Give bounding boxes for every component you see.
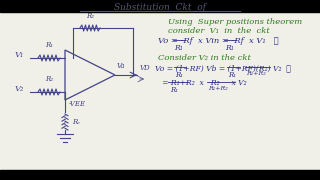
Text: R₁: R₁ (174, 44, 183, 52)
Text: R₁+R₂: R₁+R₂ (208, 86, 228, 91)
Text: R₁: R₁ (228, 71, 236, 79)
Text: R₁: R₁ (45, 41, 53, 49)
Text: R₁+R₂: R₁+R₂ (246, 71, 266, 76)
Text: -VEE: -VEE (69, 100, 86, 108)
Text: R₁: R₁ (175, 71, 183, 79)
Text: Rₑ: Rₑ (72, 118, 80, 126)
Bar (0, 12, 320, 170)
Text: Va: Va (117, 62, 125, 70)
Text: R₂: R₂ (45, 75, 53, 83)
Bar (0, 0, 320, 12)
Bar (0, 170, 320, 180)
Text: R₁: R₁ (170, 86, 178, 94)
Text: VD: VD (140, 64, 151, 72)
Text: Consider V₂ in the ckt: Consider V₂ in the ckt (158, 54, 251, 62)
Text: V₁: V₁ (15, 51, 24, 59)
Text: = R₁+R₂  x   R₂     x V₂: = R₁+R₂ x R₂ x V₂ (155, 79, 247, 87)
Text: Using  Super positions theorem: Using Super positions theorem (168, 18, 302, 26)
Text: consider  V₁  in  the  ckt: consider V₁ in the ckt (168, 27, 270, 35)
Text: V₂: V₂ (15, 85, 24, 93)
Text: R₁: R₁ (225, 44, 234, 52)
Text: Vo = (1+RF) Vb = (1+RF)(R₂) V₂  ②: Vo = (1+RF) Vb = (1+RF)(R₂) V₂ ② (155, 64, 291, 72)
Text: Substitution  Ckt  of: Substitution Ckt of (114, 3, 206, 12)
Text: R₂: R₂ (86, 12, 94, 20)
Text: Vo = -Rf  x Vin = -Rf  x V₁   ①: Vo = -Rf x Vin = -Rf x V₁ ① (158, 37, 279, 45)
